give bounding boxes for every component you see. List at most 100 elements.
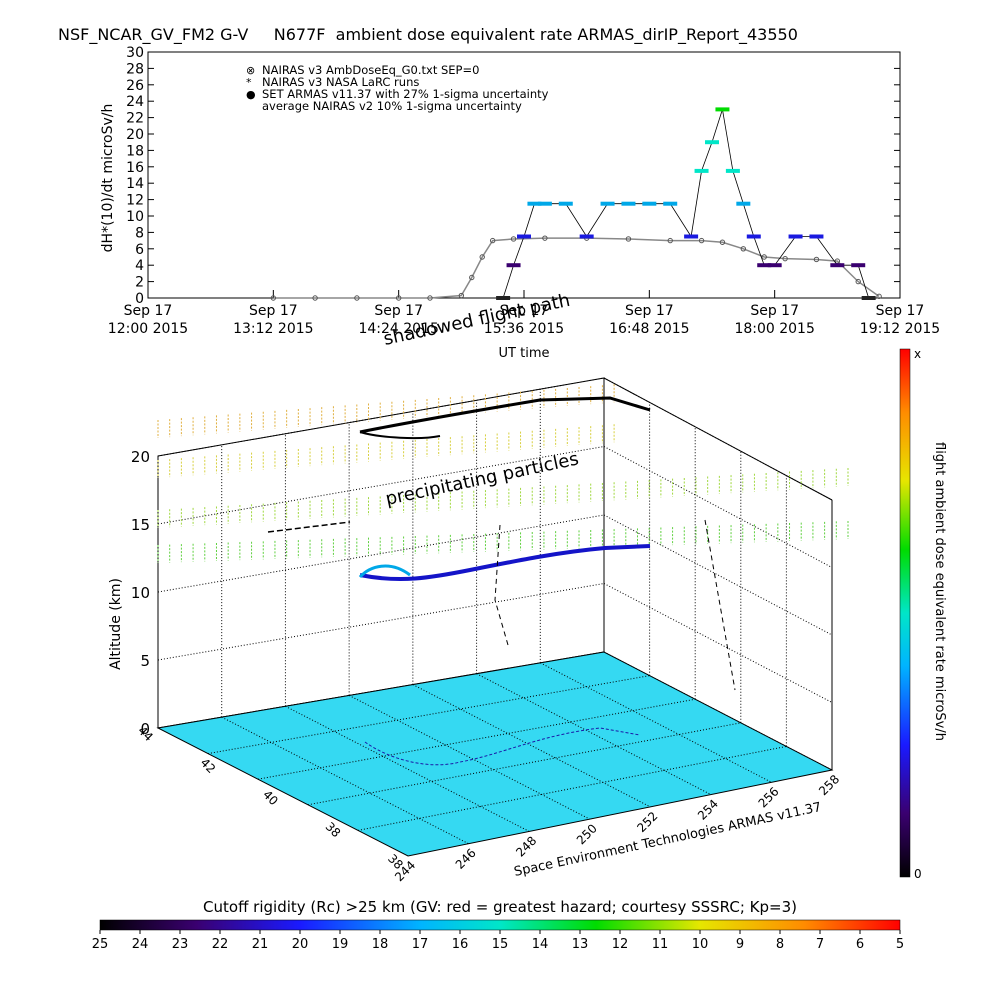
colorbar-bottom-label: 0 <box>914 867 922 881</box>
legend: ⊗ NAIRAS v3 AmbDoseEq_G0.txt SEP=0 * NAIRAS… <box>246 63 549 113</box>
x-tick-label-date: Sep 17 <box>500 303 549 319</box>
rigidity-tick-label: 21 <box>252 937 269 952</box>
longitude-tick-label: 250 <box>574 821 600 847</box>
nairas-point <box>427 295 433 301</box>
altitude-tick-label: 10 <box>131 584 150 602</box>
rigidity-tick-label: 6 <box>856 937 864 952</box>
dashed-track <box>267 521 351 533</box>
y-tick-label: 2 <box>135 275 144 291</box>
upper-black-track <box>359 396 651 434</box>
longitude-tick-label: 258 <box>816 772 842 798</box>
altitude-gridline <box>157 583 605 661</box>
rigidity-tick-label: 10 <box>692 937 709 952</box>
rigidity-tick-label: 13 <box>572 937 589 952</box>
x-tick-label-time: 18:00 2015 <box>734 321 814 337</box>
y-axis-label: dH*(10)/dt microSv/h <box>100 104 116 253</box>
floor-gridline <box>412 684 651 808</box>
x-tick-label-time: 13:12 2015 <box>233 321 313 337</box>
legend-entry: average NAIRAS v2 10% 1-sigma uncertaint… <box>262 99 522 113</box>
rigidity-colorbar: Cutoff rigidity (Rc) >25 km (GV: red = g… <box>92 898 904 952</box>
longitude-tick-label: 256 <box>756 784 782 810</box>
rigidity-tick-label: 23 <box>172 937 189 952</box>
x-axis: Sep 17 12:00 2015 Sep 17 13:12 2015 Sep 17 14… <box>108 290 940 337</box>
x-tick-label-time: 16:48 2015 <box>609 321 689 337</box>
floor-gridline <box>540 662 772 783</box>
dose-colorbar: x 0 flight ambient dose equivalent rate … <box>899 347 947 881</box>
y-tick-label: 22 <box>126 111 144 127</box>
nairas-point <box>876 293 882 300</box>
altitude-gridline-side <box>603 514 833 636</box>
rigidity-colorbar-scale <box>99 919 901 931</box>
nairas-point <box>469 274 475 281</box>
descent-track <box>494 524 509 646</box>
figure-title: NSF_NCAR_GV_FM2 G-V N677F ambient dose e… <box>58 25 798 45</box>
legend-entry: NAIRAS v3 AmbDoseEq_G0.txt SEP=0 <box>262 63 479 77</box>
rigidity-tick-label: 11 <box>652 937 669 952</box>
x-tick-label-date: Sep 17 <box>124 303 173 319</box>
floor-gridlines <box>207 662 787 845</box>
nairas-point <box>855 278 861 285</box>
legend-entry: NAIRAS v3 NASA LaRC runs <box>262 75 419 89</box>
nairas-point <box>625 236 632 242</box>
rigidity-tick-label: 25 <box>92 937 109 952</box>
y-tick-label: 16 <box>126 160 144 176</box>
rigidity-tick-label: 18 <box>372 937 389 952</box>
armas-line <box>502 109 870 299</box>
rigidity-tick-label: 8 <box>776 937 784 952</box>
latitude-tick-label: 40 <box>260 787 281 808</box>
y-tick-label: 8 <box>135 225 144 241</box>
rigidity-tick-label: 17 <box>412 937 429 952</box>
nairas-point <box>458 292 465 299</box>
altitude-gridline <box>157 377 605 457</box>
legend-symbol: * <box>246 76 252 89</box>
nairas-point <box>354 295 360 301</box>
altitude-tick-label: 5 <box>140 652 150 670</box>
y-tick-label: 10 <box>126 209 144 225</box>
y-tick-label: 28 <box>126 61 144 77</box>
rigidity-tick-label: 16 <box>452 937 469 952</box>
nairas-point <box>312 295 318 301</box>
floor-gridline <box>221 716 469 845</box>
shadowed-flight-path <box>364 727 641 766</box>
dose-rate-points <box>157 384 849 563</box>
floor-gridline <box>348 694 590 820</box>
flight-track <box>359 544 651 582</box>
altitude-label: Altitude (km) <box>108 578 124 670</box>
latitude-tick-label: 44 <box>135 723 156 744</box>
descent-track-2 <box>704 519 736 691</box>
y-tick-label: 0 <box>135 291 144 307</box>
x-tick-label-date: Sep 17 <box>750 303 799 319</box>
altitude-tick-label: 0 <box>140 720 150 738</box>
wall-gridlines: 0 5 10 15 20 <box>131 377 833 771</box>
y-tick-label: 18 <box>126 143 144 159</box>
rigidity-tick-label: 12 <box>612 937 629 952</box>
rigidity-tick-label: 24 <box>132 937 149 952</box>
nairas-point <box>667 237 673 244</box>
nairas-point <box>542 235 548 241</box>
latitude-tick-label: 38 <box>323 819 344 840</box>
x-tick-label-time: 15:36 2015 <box>484 321 564 337</box>
rigidity-caption: Cutoff rigidity (Rc) >25 km (GV: red = g… <box>203 898 797 916</box>
x-tick-label-date: Sep 17 <box>876 303 925 319</box>
x-tick-label-time: 12:00 2015 <box>108 321 188 337</box>
altitude-tick-label: 20 <box>131 448 150 466</box>
y-tick-label: 24 <box>126 94 144 110</box>
legend-symbol: ● <box>246 88 256 101</box>
nairas-point <box>761 254 767 260</box>
altitude-gridline-side <box>603 377 833 501</box>
floor-gridline <box>285 705 530 832</box>
y-tick-label: 30 <box>126 45 144 61</box>
rigidity-ticks: 25 24 23 22 21 20 19 18 17 16 15 14 13 12 11 10 9 8 7 6 5 <box>92 930 904 952</box>
legend-entry: SET ARMAS v11.37 with 27% 1-sigma uncert… <box>262 87 549 101</box>
colorbar-label: flight ambient dose equivalent rate micr… <box>932 442 947 741</box>
nairas-point <box>719 239 726 245</box>
flight-track-detail <box>358 564 411 579</box>
altitude-tick-label: 15 <box>131 516 150 534</box>
x-tick-label-time: 14:24 2015 <box>358 321 438 337</box>
longitude-tick-label: 252 <box>634 809 660 835</box>
nairas-point <box>510 236 517 242</box>
floor-gridline <box>257 698 696 780</box>
